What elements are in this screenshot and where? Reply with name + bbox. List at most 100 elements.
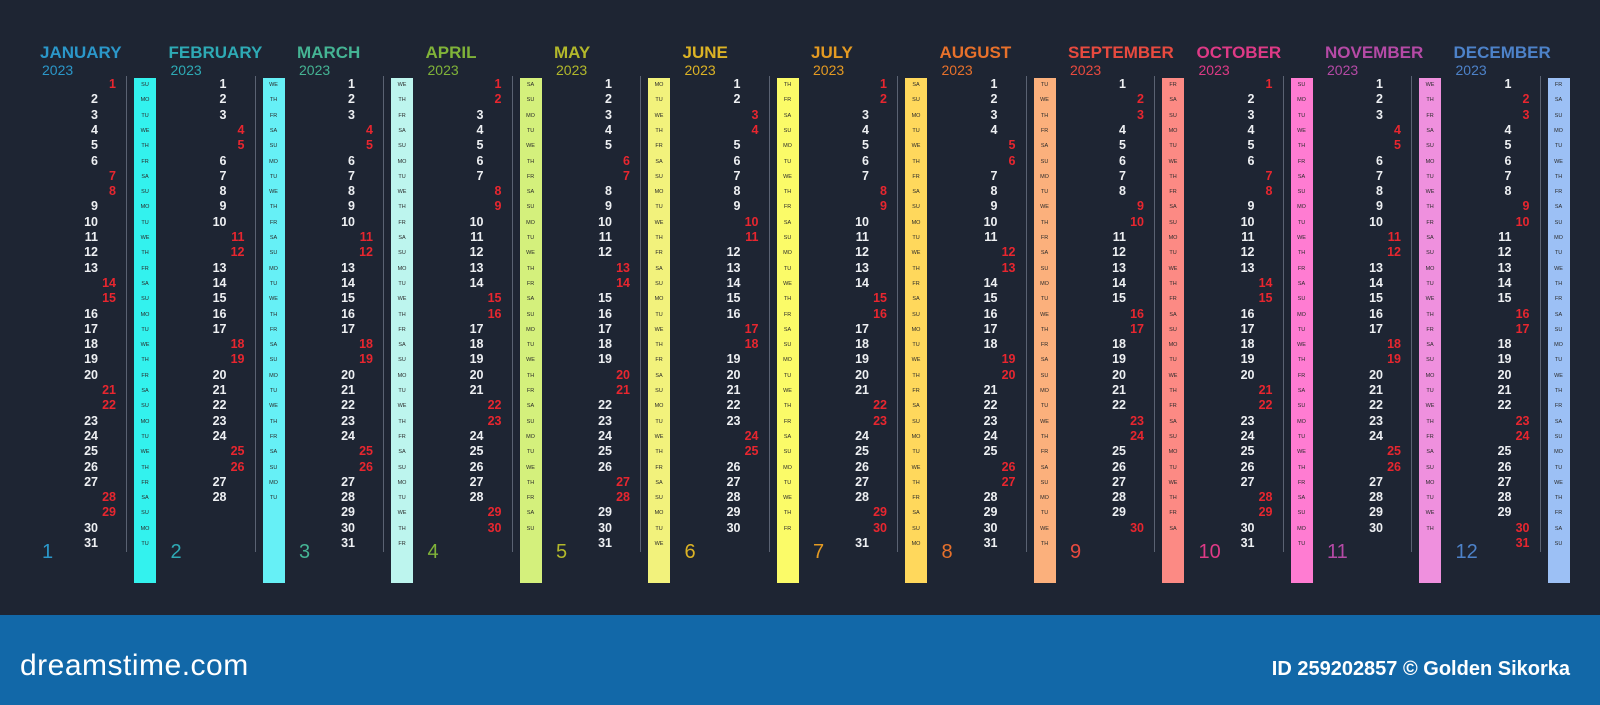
month-name: DECEMBER <box>1453 43 1551 62</box>
weekday-label: SA <box>398 235 406 241</box>
weekday-label: WE <box>1297 342 1306 349</box>
weekend-day-number: 2 <box>880 92 887 107</box>
weekday-label: SU <box>526 418 535 425</box>
day-number: 30 <box>1240 520 1255 535</box>
weekday-label: MO <box>269 158 278 165</box>
weekday-label: SU <box>141 403 149 410</box>
day-number: 20 <box>1112 367 1126 382</box>
weekday-label: FR <box>1297 372 1306 379</box>
weekend-day-number: 10 <box>1130 214 1144 229</box>
weekday-label: SU <box>526 204 535 211</box>
weekday-label: FR <box>1426 326 1434 333</box>
weekend-day-number: 28 <box>616 490 630 505</box>
day-number: 3 <box>91 107 98 122</box>
month-number: 3 <box>299 541 311 563</box>
weekday-label: FR <box>1169 510 1177 517</box>
day-number: 15 <box>598 291 612 306</box>
weekend-day-number: 15 <box>1258 291 1273 306</box>
weekday-label: WE <box>783 388 792 394</box>
weekday-label: SU <box>1297 296 1306 303</box>
weekday-label: WE <box>654 326 664 333</box>
weekday-strip: MO TU WE TH FR SA SU MO TU WE TH FR SA SU MO TU WE TH FR SA… <box>648 78 670 583</box>
weekday-label: TU <box>1297 112 1306 119</box>
weekday-label: TU <box>1426 495 1434 502</box>
day-number: 22 <box>341 398 355 413</box>
day-number: 28 <box>1112 490 1126 505</box>
day-number: 21 <box>983 383 998 397</box>
weekend-day-number: 25 <box>359 444 373 459</box>
weekday-label: FR <box>1297 479 1306 486</box>
day-number: 28 <box>469 490 484 505</box>
day-number: 18 <box>1240 337 1255 352</box>
weekend-day-number: 15 <box>487 291 502 306</box>
day-number: 10 <box>983 214 998 229</box>
day-number: 19 <box>1497 352 1512 367</box>
divider-line <box>897 76 898 552</box>
weekday-label: WE <box>269 403 278 410</box>
weekday-label: TU <box>783 158 792 165</box>
weekend-day-number: 26 <box>230 459 245 474</box>
day-number: 16 <box>341 306 355 321</box>
day-number: 21 <box>341 383 355 397</box>
day-number: 13 <box>469 260 484 275</box>
weekend-day-number: 11 <box>1387 230 1401 244</box>
weekday-label: FR <box>269 326 278 333</box>
weekday-label: SU <box>1169 433 1177 440</box>
day-number: 13 <box>1497 260 1512 275</box>
month-year: 2023 <box>170 62 202 78</box>
weekday-label: WE <box>1425 189 1435 196</box>
divider-line <box>1025 76 1027 552</box>
weekday-label: TU <box>269 173 278 180</box>
weekend-day-number: 22 <box>873 398 887 413</box>
weekday-label: MO <box>1425 158 1435 165</box>
weekday-label: TU <box>1297 433 1306 440</box>
weekday-label: TU <box>141 219 149 226</box>
weekday-strip: SU MO TU WE TH FR SA SU MO TU WE TH FR SA SU MO TU WE TH FR… <box>1290 78 1313 583</box>
day-number: 17 <box>598 321 612 336</box>
weekday-label: TU <box>655 525 663 532</box>
weekday-label: TU <box>912 342 920 349</box>
weekday-label: TH <box>398 525 406 532</box>
day-number: 21 <box>469 383 484 397</box>
day-number: 14 <box>855 275 869 290</box>
weekday-label: FR <box>1040 449 1049 456</box>
day-number: 2 <box>219 92 227 107</box>
day-number: 3 <box>990 107 998 122</box>
weekday-label: MO <box>783 143 792 150</box>
day-number: 24 <box>1240 428 1255 443</box>
weekday-label: SU <box>398 464 406 471</box>
month-year: 2023 <box>1198 62 1230 78</box>
weekday-label: SU <box>655 280 663 287</box>
day-number: 31 <box>1240 536 1255 550</box>
day-number: 17 <box>341 321 355 336</box>
day-number: 22 <box>983 398 998 413</box>
day-number: 6 <box>348 153 355 168</box>
day-number: 1 <box>219 77 227 91</box>
weekend-day-number: 23 <box>873 413 887 428</box>
day-number: 3 <box>862 107 869 122</box>
day-number: 15 <box>983 291 998 306</box>
day-number: 26 <box>469 459 484 474</box>
day-number: 13 <box>1240 260 1255 275</box>
weekday-label: FR <box>912 173 920 180</box>
weekday-label: SU <box>912 97 920 104</box>
weekday-label: SA <box>783 433 792 440</box>
weekday-label: MO <box>1040 495 1049 502</box>
weekend-day-number: 1 <box>494 77 502 91</box>
day-number: 2 <box>1247 92 1255 107</box>
weekend-day-number: 16 <box>487 306 502 321</box>
weekday-label: TH <box>1040 326 1049 333</box>
weekday-strip: SA SU MO TU WE TH FR SA SU MO TU WE TH FR SA SU MO TU WE TH… <box>905 78 927 583</box>
weekend-day-number: 13 <box>616 260 630 275</box>
weekday-label: WE <box>783 173 792 180</box>
weekday-label: SA <box>655 265 663 272</box>
day-number: 23 <box>341 413 355 428</box>
day-number: 27 <box>726 474 741 489</box>
weekend-day-number: 18 <box>230 337 245 352</box>
weekday-label: FR <box>655 357 663 364</box>
month-december: DECEMBER 2023 12 FR SA SU MO TU WE TH FR SA SU MO TU WE… <box>1454 0 1582 615</box>
day-number: 22 <box>212 398 227 413</box>
weekday-label: MO <box>1040 388 1049 394</box>
weekday-label: FR <box>141 372 149 379</box>
day-number: 12 <box>1112 245 1126 260</box>
